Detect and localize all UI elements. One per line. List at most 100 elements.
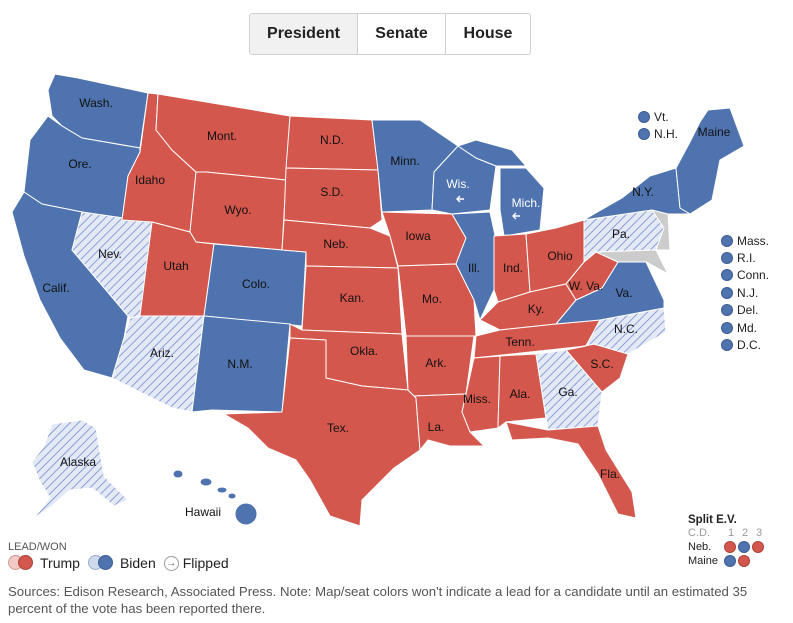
label-maine: Maine [698,125,731,139]
label-sd: S.D. [320,185,343,199]
label-pa: Pa. [612,227,630,241]
split-row-neb[interactable]: Neb. [688,540,766,554]
nh-dot [638,128,650,141]
us-election-map: Wash. Ore. Calif. Nev. Idaho Mont. Wyo. Utah Ari… [11,73,745,527]
biden-won-swatch [97,555,113,570]
label-okla: Okla. [350,344,378,358]
state-arizona[interactable] [111,315,205,413]
tab-president[interactable]: President [250,14,358,54]
small-state-ct[interactable]: Conn. [721,267,769,284]
label-ga: Ga. [558,385,577,399]
label-nev: Nev. [98,247,122,261]
small-state-ri[interactable]: R.I. [721,249,769,266]
label-nd: N.D. [320,133,344,147]
label-idaho: Idaho [135,173,165,187]
label-tenn: Tenn. [505,335,534,349]
nj-dot [721,286,733,299]
flipped-markers [456,195,520,220]
label-mich: Mich. [512,196,541,210]
label-wash: Wash. [79,96,113,110]
small-state-ma[interactable]: Mass. [721,232,769,249]
md-dot [721,321,733,334]
label-wis: Wis. [446,177,469,191]
flipped-arrow-icon: → [163,555,179,571]
label-colo: Colo. [242,277,270,291]
label-sc: S.C. [590,357,613,371]
label-fla: Fla. [600,467,620,481]
small-state-dc[interactable]: D.C. [721,336,769,353]
state-alabama[interactable] [497,353,547,429]
label-hawaii: Hawaii [185,505,221,519]
label-nc: N.C. [614,322,638,336]
state-south-dakota[interactable] [283,167,383,229]
small-state-nh[interactable]: N.H. [638,125,678,142]
state-alaska[interactable] [31,419,129,519]
legend-trump: Trump [8,555,80,571]
small-state-nj[interactable]: N.J. [721,284,769,301]
vt-dot [638,110,650,123]
label-wva: W. Va. [569,279,603,293]
legend-flipped: → Flipped [163,555,229,571]
label-alaska: Alaska [60,455,96,469]
label-ill: Ill. [468,261,480,275]
small-state-md[interactable]: Md. [721,319,769,336]
label-mont: Mont. [207,129,237,143]
label-ore: Ore. [68,157,91,171]
label-ariz: Ariz. [150,346,174,360]
wisconsin-flipped-icon [456,195,464,203]
split-ev-title: Split E.V. [688,514,737,526]
label-ohio: Ohio [547,249,573,263]
race-tabs: President Senate House [249,13,531,55]
legend: Trump Biden → Flipped [8,555,237,571]
label-la: La. [428,420,445,434]
state-michigan-up[interactable] [457,139,527,167]
state-labels: Wash. Ore. Calif. Nev. Idaho Mont. Wyo. Utah Ari… [42,96,730,519]
neb-cd3-dot [752,541,764,553]
split-row-maine[interactable]: Maine [688,554,766,568]
small-state-vt[interactable]: Vt. [638,108,678,125]
trump-won-swatch [18,555,33,570]
label-ark: Ark. [425,356,446,370]
state-michigan[interactable] [499,167,545,237]
cd-label: C.D. [688,527,710,539]
tab-senate[interactable]: Senate [358,14,446,54]
dc-dot [721,339,733,352]
maine-cd1-dot [724,555,736,567]
label-ky: Ky. [528,302,544,316]
state-hawaii[interactable] [172,469,258,526]
label-kan: Kan. [340,291,365,305]
neb-cd2-dot [738,541,750,553]
state-texas[interactable] [223,337,421,527]
state-new-england[interactable] [675,107,745,215]
label-iowa: Iowa [405,229,431,243]
ct-dot [721,269,733,282]
neb-cd1-dot [724,541,736,553]
label-minn: Minn. [390,154,419,168]
state-florida[interactable] [505,421,637,519]
small-state-de[interactable]: Del. [721,302,769,319]
label-utah: Utah [163,259,188,273]
label-wyo: Wyo. [224,203,251,217]
sources-note: Sources: Edison Research, Associated Pre… [8,584,748,616]
state-maryland[interactable] [595,249,669,275]
tab-house[interactable]: House [446,14,530,54]
legend-heading: LEAD/WON [8,541,67,553]
label-mo: Mo. [422,292,442,306]
state-new-mexico[interactable] [191,315,291,413]
maine-cd2-dot [738,555,750,567]
small-states-list: Mass. R.I. Conn. N.J. Del. Md. D.C. [721,232,769,354]
label-neb: Neb. [323,237,348,251]
label-ala: Ala. [510,387,531,401]
michigan-flipped-icon [512,212,520,220]
label-ny: N.Y. [632,185,654,199]
label-miss: Miss. [463,392,491,406]
ri-dot [721,252,733,265]
label-calif: Calif. [42,281,69,295]
label-va: Va. [615,286,632,300]
de-dot [721,304,733,317]
label-nm: N.M. [227,357,252,371]
ma-dot [721,234,733,247]
legend-biden: Biden [87,555,156,571]
